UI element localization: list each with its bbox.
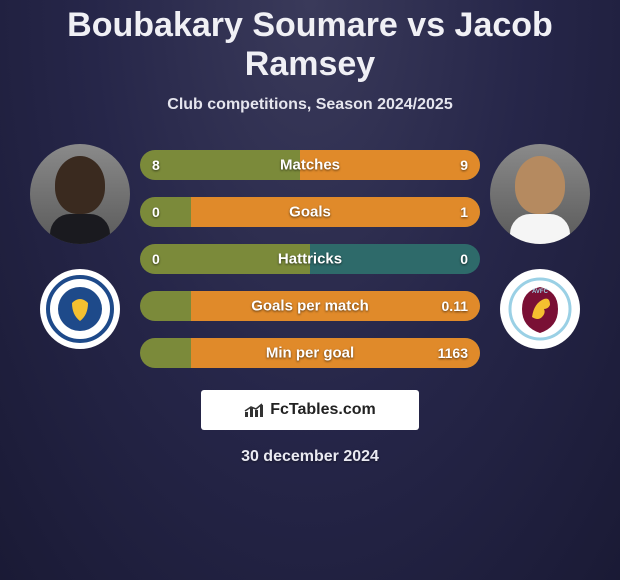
player2-silhouette bbox=[500, 154, 580, 244]
aston-villa-icon: AVFC bbox=[504, 273, 576, 345]
stat-label: Hattricks bbox=[278, 251, 342, 268]
stat-row: Goals 0 1 bbox=[140, 197, 480, 227]
club1-badge bbox=[40, 269, 120, 349]
date-label: 30 december 2024 bbox=[10, 448, 610, 466]
chart-icon bbox=[244, 402, 264, 418]
stat-value-left: 0 bbox=[152, 251, 160, 267]
stat-value-right: 9 bbox=[460, 157, 468, 173]
stats-bars: Matches 8 9 Goals 0 1 Hattricks 0 0 Goals per mat… bbox=[135, 144, 485, 368]
player1-silhouette bbox=[40, 154, 120, 244]
stat-row: Hattricks 0 0 bbox=[140, 244, 480, 274]
branding-text: FcTables.com bbox=[270, 401, 376, 419]
stat-label: Matches bbox=[280, 157, 340, 174]
stat-row: Goals per match 0.11 bbox=[140, 291, 480, 321]
stat-value-left: 8 bbox=[152, 157, 160, 173]
player-right-column: AVFC bbox=[485, 144, 595, 349]
leicester-icon bbox=[44, 273, 116, 345]
branding-badge: FcTables.com bbox=[201, 390, 419, 430]
club2-badge: AVFC bbox=[500, 269, 580, 349]
stat-value-left: 0 bbox=[152, 204, 160, 220]
player1-avatar bbox=[30, 144, 130, 244]
stat-label: Goals bbox=[289, 204, 331, 221]
stat-label: Goals per match bbox=[251, 298, 369, 315]
stat-row: Min per goal 1163 bbox=[140, 338, 480, 368]
player2-avatar bbox=[490, 144, 590, 244]
bar-right-fill bbox=[191, 197, 480, 227]
player-left-column bbox=[25, 144, 135, 349]
infographic-container: Boubakary Soumare vs Jacob Ramsey Club c… bbox=[0, 0, 620, 466]
stat-value-right: 0.11 bbox=[442, 298, 468, 314]
stat-label: Min per goal bbox=[266, 345, 354, 362]
stat-value-right: 0 bbox=[460, 251, 468, 267]
comparison-panel: Matches 8 9 Goals 0 1 Hattricks 0 0 Goals per mat… bbox=[10, 144, 610, 368]
stat-value-right: 1 bbox=[460, 204, 468, 220]
subtitle: Club competitions, Season 2024/2025 bbox=[10, 96, 610, 114]
page-title: Boubakary Soumare vs Jacob Ramsey bbox=[10, 0, 610, 84]
stat-row: Matches 8 9 bbox=[140, 150, 480, 180]
svg-text:AVFC: AVFC bbox=[532, 289, 549, 295]
stat-value-right: 1163 bbox=[438, 345, 468, 361]
